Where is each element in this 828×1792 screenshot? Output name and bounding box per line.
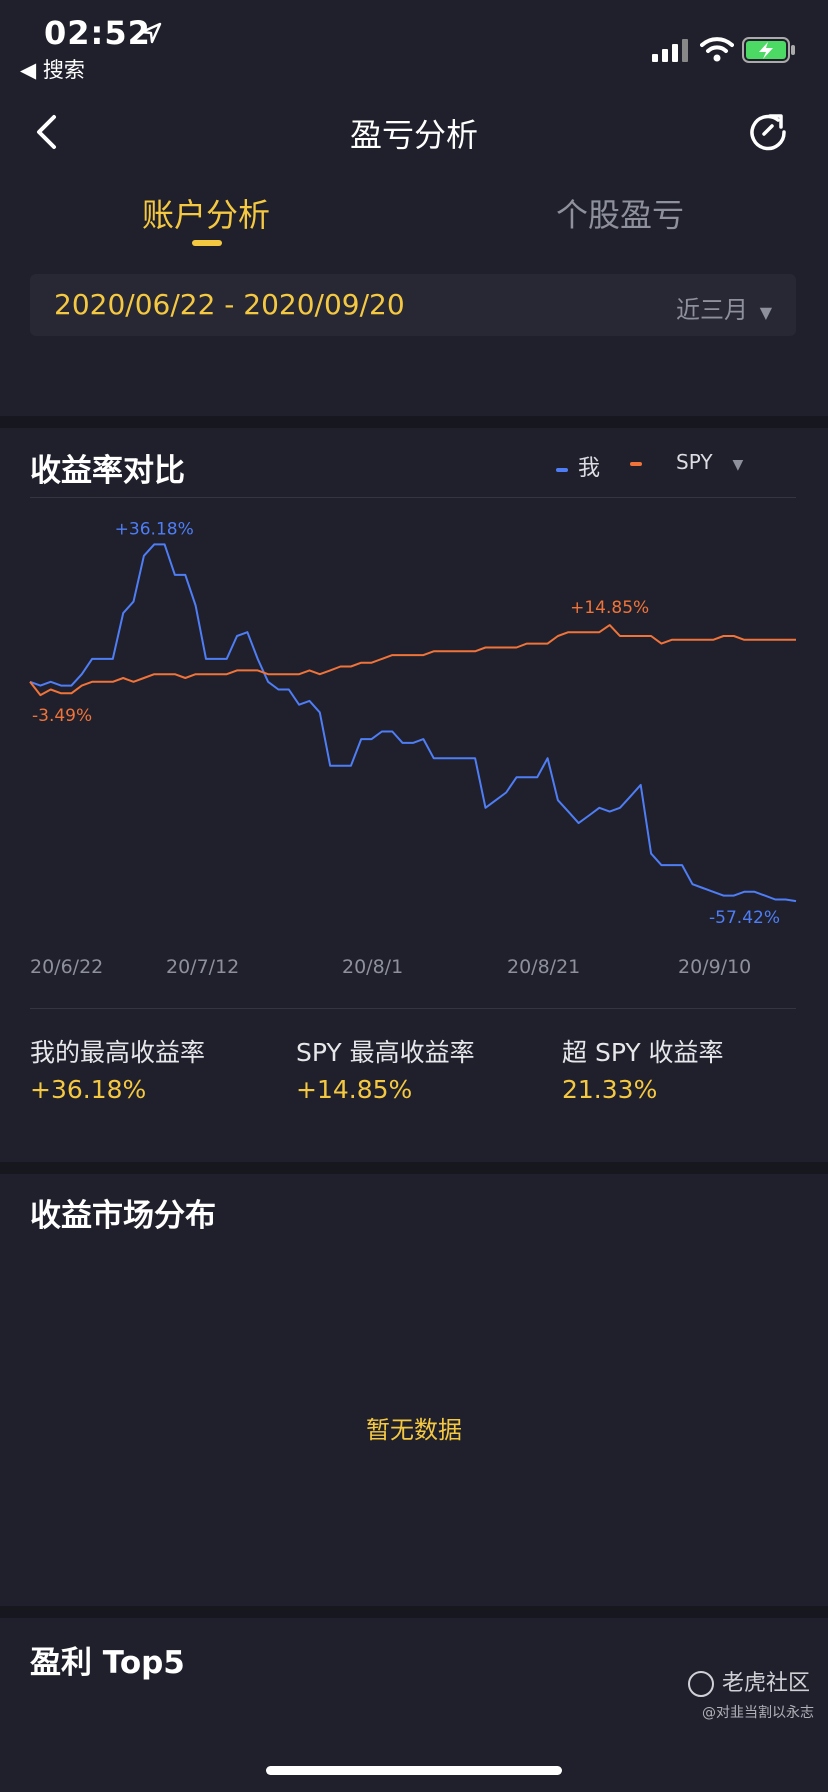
stat-excess-label: 超 SPY 收益率	[562, 1038, 724, 1067]
location-arrow-icon	[140, 22, 162, 44]
legend-me-swatch	[556, 467, 568, 472]
legend-benchmark-label: SPY	[676, 450, 713, 474]
stat-my-max-label: 我的最高收益率	[30, 1038, 206, 1067]
home-indicator[interactable]	[266, 1766, 562, 1775]
x-tick-label: 20/9/10	[678, 956, 752, 978]
x-tick-label: 20/8/21	[507, 956, 581, 978]
battery-charging-icon	[742, 37, 795, 63]
legend-benchmark-swatch	[630, 461, 642, 466]
status-time: 02:52	[44, 14, 151, 52]
range-select-label: 近三月	[676, 296, 749, 324]
market-section-title: 收益市场分布	[30, 1198, 216, 1234]
x-tick-label: 20/6/22	[30, 956, 104, 978]
empty-state-text: 暂无数据	[366, 1416, 462, 1444]
date-filter-bar[interactable]: 2020/06/22 - 2020/09/20 近三月 ▼	[30, 274, 796, 336]
x-tick-label: 20/8/1	[342, 956, 404, 978]
tab-account-analysis[interactable]: 账户分析	[141, 196, 270, 234]
section-divider	[0, 1162, 828, 1174]
dropdown-triangle-icon: ▼	[759, 303, 772, 322]
tab-stock-pnl[interactable]: 个股盈亏	[555, 196, 684, 234]
stat-spy-max-value: +14.85%	[296, 1075, 413, 1104]
tiger-logo-icon	[687, 1671, 714, 1697]
signal-icon	[652, 39, 688, 62]
benchmark-dropdown-icon: ▼	[732, 457, 744, 473]
stats-divider	[30, 1008, 796, 1009]
annotation-spy-min: -3.49%	[32, 706, 92, 726]
legend-me: 我	[556, 450, 600, 482]
watermark-user: @对韭当割以永志	[702, 1705, 814, 1721]
series-line-me	[29, 543, 797, 903]
date-range-label: 2020/06/22 - 2020/09/20	[54, 288, 405, 321]
x-tick-label: 20/7/12	[166, 956, 240, 978]
stat-excess-value: 21.33%	[562, 1075, 658, 1104]
stat-spy-max-label: SPY 最高收益率	[296, 1038, 475, 1067]
range-select[interactable]: 近三月 ▼	[676, 290, 772, 325]
annotation-me-end: -57.42%	[709, 908, 780, 928]
watermark-brand-text: 老虎社区	[721, 1671, 810, 1696]
top5-section-title: 盈利 Top5	[30, 1645, 185, 1681]
chart-section-title: 收益率对比	[30, 453, 185, 489]
legend-me-label: 我	[578, 456, 601, 481]
chart-header-line	[30, 497, 796, 498]
watermark-brand: 老虎社区	[687, 1665, 810, 1697]
active-tab-indicator	[192, 240, 222, 246]
annotation-me-max: +36.18%	[115, 519, 194, 539]
benchmark-selector[interactable]: SPY ▼	[630, 450, 743, 474]
annotation-spy-max: +14.85%	[570, 598, 649, 618]
return-comparison-chart: +36.18% -57.42% +14.85% -3.49%	[29, 519, 797, 928]
series-line-spy	[29, 624, 796, 697]
stat-my-max-value: +36.18%	[30, 1075, 147, 1104]
wifi-icon	[700, 37, 734, 62]
back-chevron-icon[interactable]	[34, 114, 60, 150]
refresh-icon[interactable]	[748, 112, 788, 152]
section-divider	[0, 416, 828, 428]
section-divider	[0, 1606, 828, 1618]
page-title: 盈亏分析	[349, 116, 478, 154]
back-to-search-link[interactable]: ◀ 搜索	[20, 58, 85, 82]
